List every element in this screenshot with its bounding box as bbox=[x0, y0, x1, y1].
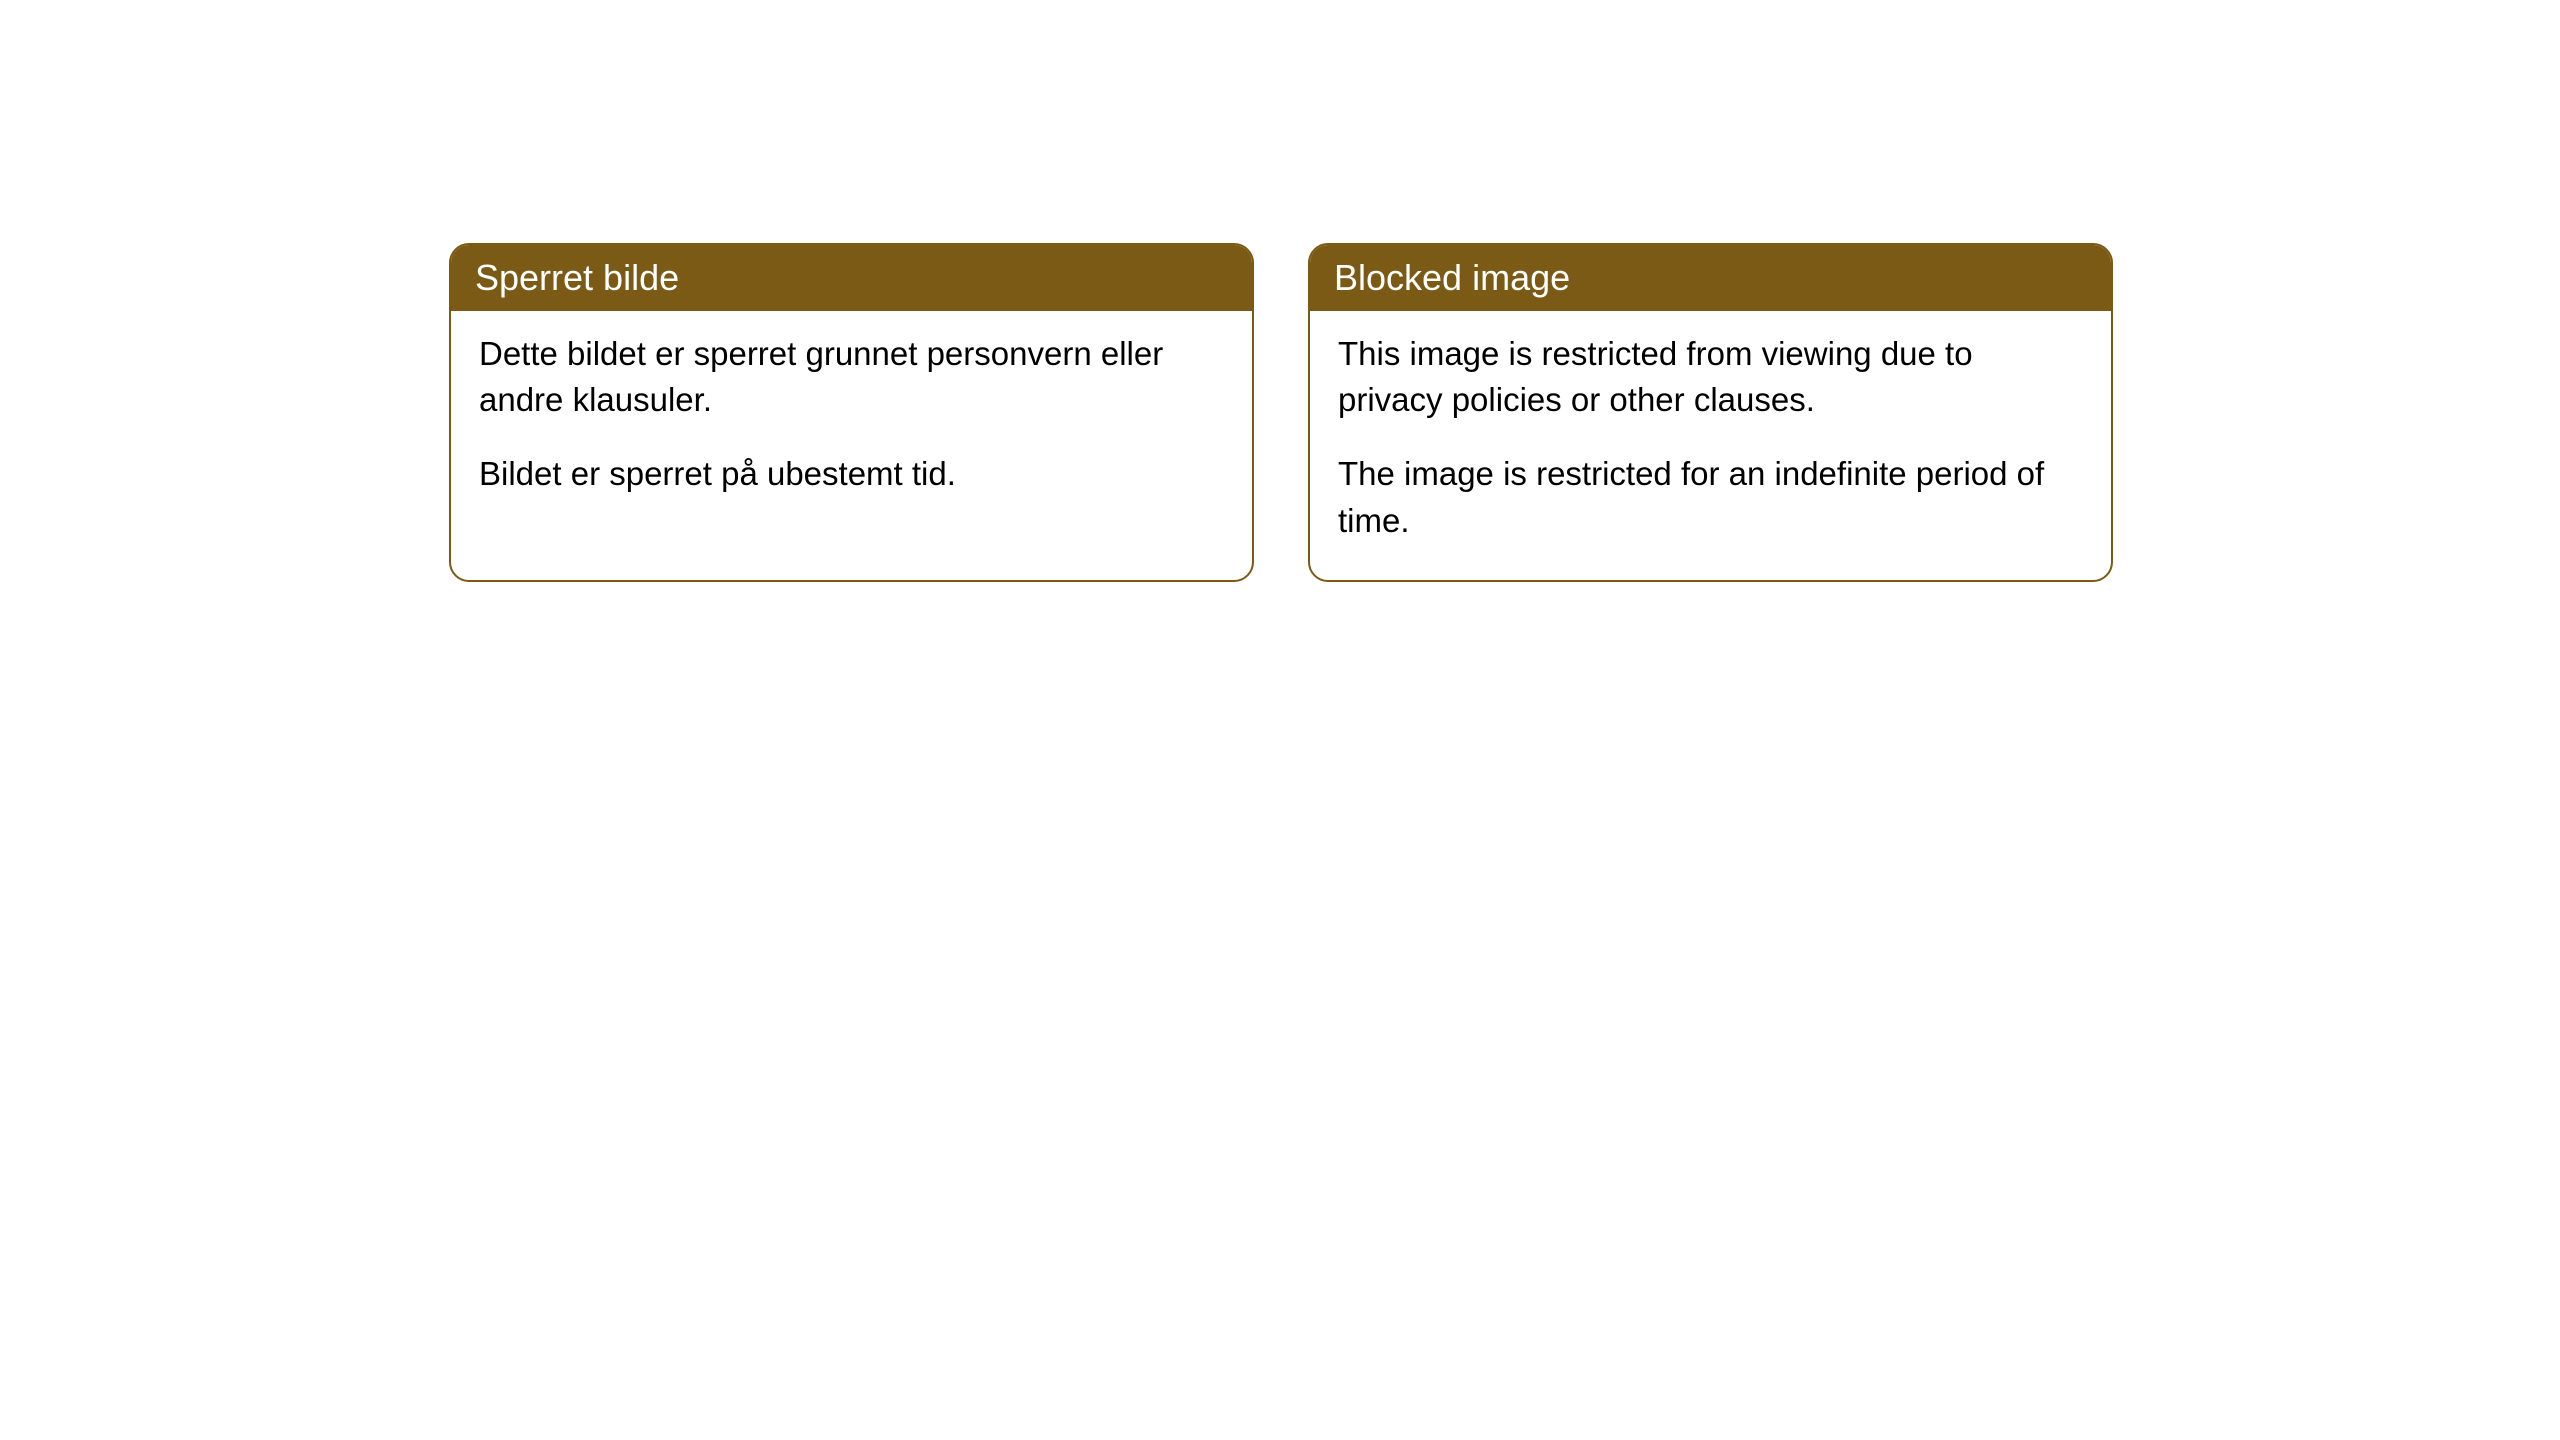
card-body-english: This image is restricted from viewing du… bbox=[1310, 311, 2111, 580]
card-paragraph-2: Bildet er sperret på ubestemt tid. bbox=[479, 451, 1224, 497]
card-title: Blocked image bbox=[1334, 257, 1570, 298]
card-english: Blocked image This image is restricted f… bbox=[1308, 243, 2113, 582]
card-paragraph-1: This image is restricted from viewing du… bbox=[1338, 331, 2083, 423]
card-header-norwegian: Sperret bilde bbox=[451, 245, 1252, 311]
card-title: Sperret bilde bbox=[475, 257, 679, 298]
card-norwegian: Sperret bilde Dette bildet er sperret gr… bbox=[449, 243, 1254, 582]
card-body-norwegian: Dette bildet er sperret grunnet personve… bbox=[451, 311, 1252, 534]
cards-container: Sperret bilde Dette bildet er sperret gr… bbox=[449, 243, 2113, 582]
card-paragraph-2: The image is restricted for an indefinit… bbox=[1338, 451, 2083, 543]
card-header-english: Blocked image bbox=[1310, 245, 2111, 311]
card-paragraph-1: Dette bildet er sperret grunnet personve… bbox=[479, 331, 1224, 423]
